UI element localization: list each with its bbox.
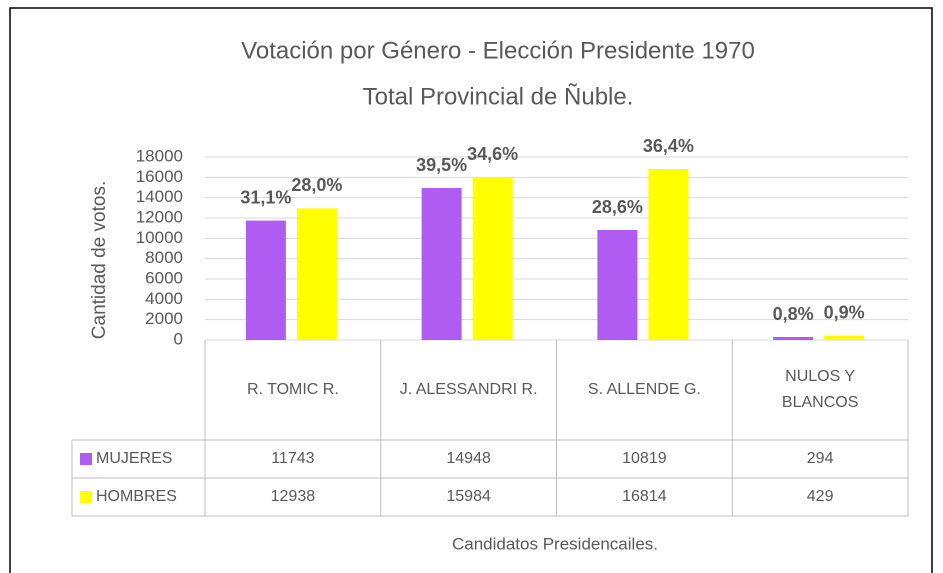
data-label: 36,4% [643,136,694,156]
bar [421,188,462,340]
category-label: J. ALESSANDRI R. [399,381,538,398]
y-tick-label: 16000 [136,167,183,186]
data-label: 28,0% [291,175,342,195]
y-axis-label: Cantidad de votos. [89,181,110,339]
y-tick-label: 6000 [145,268,183,287]
y-tick-label: 0 [174,329,183,348]
bar [597,230,638,340]
legend-label: MUJERES [96,450,172,467]
bar [296,208,337,340]
bar [472,177,513,340]
bar [648,169,689,340]
legend-swatch [80,491,92,503]
data-label: 34,6% [467,144,518,164]
category-label: S. ALLENDE G. [587,381,701,398]
category-label: R. TOMIC R. [246,381,339,398]
y-tick-label: 8000 [145,248,183,267]
chart-title: Votación por Género - Elección President… [241,37,755,64]
table-value: 294 [807,450,834,467]
table-value: 11743 [271,450,314,467]
data-label: 31,1% [240,187,291,207]
chart-border [9,7,933,573]
y-tick-label: 2000 [145,309,183,328]
bar [245,220,286,340]
y-tick-label: 12000 [136,207,183,226]
data-label: 28,6% [592,197,643,217]
legend-label: HOMBRES [96,488,177,505]
table-value: 16814 [622,488,667,505]
table-value: 12938 [271,488,316,505]
y-tick-label: 4000 [145,289,183,308]
data-label: 0,9% [824,302,865,322]
table-value: 429 [807,488,834,505]
y-tick-label: 14000 [136,187,183,206]
y-tick-label: 10000 [136,228,183,247]
x-axis-label: Candidatos Presidencailes. [452,534,658,553]
category-label: NULOS Y BLANCOS [781,368,859,411]
table-value: 10819 [622,450,667,467]
y-tick-label: 18000 [136,146,183,165]
table-value: 15984 [446,488,491,505]
bar [824,335,865,340]
data-label: 0,8% [773,304,814,324]
data-label: 39,5% [416,155,467,175]
legend-swatch [80,453,92,465]
bar [773,337,814,340]
table-value: 14948 [446,450,491,467]
chart-subtitle: Total Provincial de Ñuble. [363,83,634,110]
